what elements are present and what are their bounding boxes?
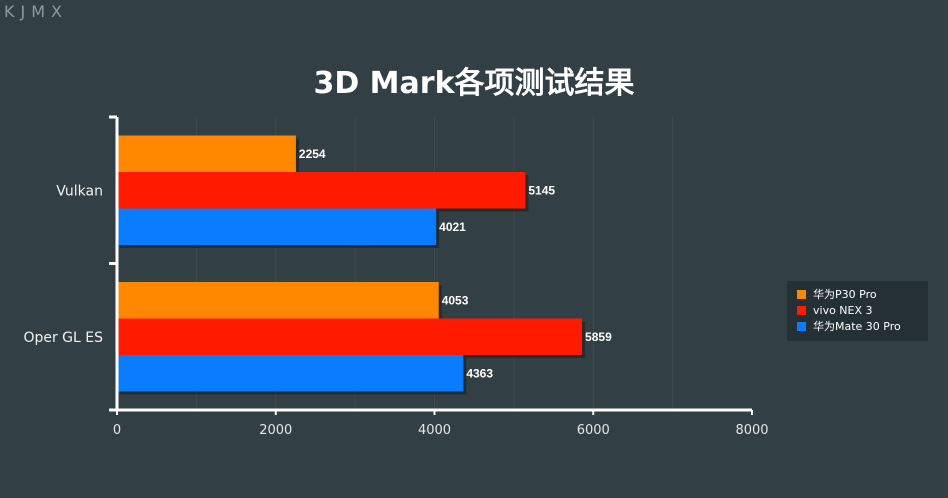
- data-label: 2254: [299, 147, 326, 161]
- legend-swatch: [797, 305, 806, 315]
- watermark: KJMX: [4, 2, 68, 21]
- legend: 华为P30 Pro vivo NEX 3 华为Mate 30 Pro: [787, 281, 928, 341]
- category-label: Oper GL ES: [23, 330, 103, 346]
- bar: [117, 355, 464, 392]
- bar: [117, 282, 439, 319]
- x-tick-label: 6000: [577, 423, 610, 438]
- data-label: 4021: [439, 220, 466, 234]
- legend-label: 华为P30 Pro: [813, 288, 877, 301]
- bars: [117, 135, 586, 395]
- legend-label: 华为Mate 30 Pro: [813, 320, 901, 333]
- chart-title: 3D Mark各项测试结果: [313, 66, 635, 101]
- bar: [117, 208, 437, 245]
- data-label: 4053: [442, 293, 469, 307]
- legend-swatch: [797, 289, 806, 299]
- x-tick-label: 4000: [418, 423, 451, 438]
- labels: 0 2000 4000 6000 8000 2254 5145 4021 Vulkan 4053 5…: [23, 147, 768, 438]
- data-label: 4363: [466, 366, 493, 380]
- category-label: Vulkan: [56, 183, 103, 199]
- legend-item: 华为Mate 30 Pro: [797, 318, 928, 334]
- bar: [117, 172, 526, 209]
- axes: [109, 115, 753, 415]
- bar: [117, 318, 583, 355]
- data-label: 5859: [585, 330, 612, 344]
- legend-item: vivo NEX 3: [797, 302, 928, 318]
- x-tick-label: 0: [113, 423, 121, 438]
- legend-swatch: [797, 321, 806, 331]
- legend-item: 华为P30 Pro: [797, 286, 928, 302]
- bar: [117, 135, 296, 172]
- x-tick-label: 2000: [259, 423, 292, 438]
- data-label: 5145: [528, 183, 555, 197]
- x-tick-label: 8000: [735, 423, 768, 438]
- legend-label: vivo NEX 3: [813, 303, 873, 317]
